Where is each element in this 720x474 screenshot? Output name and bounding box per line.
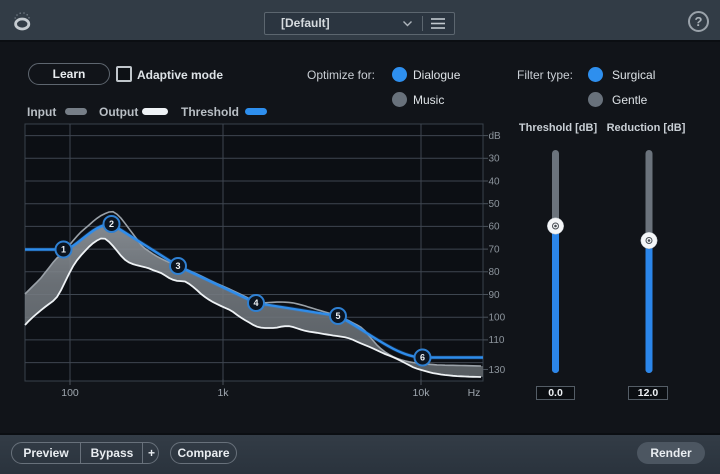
svg-text:2: 2 (109, 219, 114, 229)
svg-text:3: 3 (175, 261, 180, 271)
svg-text:110: 110 (489, 335, 505, 346)
svg-text:4: 4 (253, 298, 258, 308)
svg-text:60: 60 (489, 222, 501, 233)
svg-text:5: 5 (335, 311, 340, 321)
svg-text:130: 130 (489, 365, 506, 376)
svg-text:1k: 1k (217, 387, 229, 399)
svg-text:dB: dB (489, 131, 502, 142)
svg-text:70: 70 (489, 244, 501, 255)
svg-text:80: 80 (489, 267, 501, 278)
svg-text:100: 100 (489, 313, 506, 324)
svg-text:50: 50 (489, 199, 501, 210)
svg-text:90: 90 (489, 290, 501, 301)
svg-text:1: 1 (61, 245, 66, 255)
svg-text:40: 40 (489, 176, 501, 187)
svg-text:100: 100 (61, 387, 79, 399)
svg-text:Hz: Hz (468, 387, 481, 399)
svg-text:10k: 10k (413, 387, 431, 399)
svg-text:6: 6 (420, 353, 425, 363)
svg-text:30: 30 (489, 154, 501, 165)
